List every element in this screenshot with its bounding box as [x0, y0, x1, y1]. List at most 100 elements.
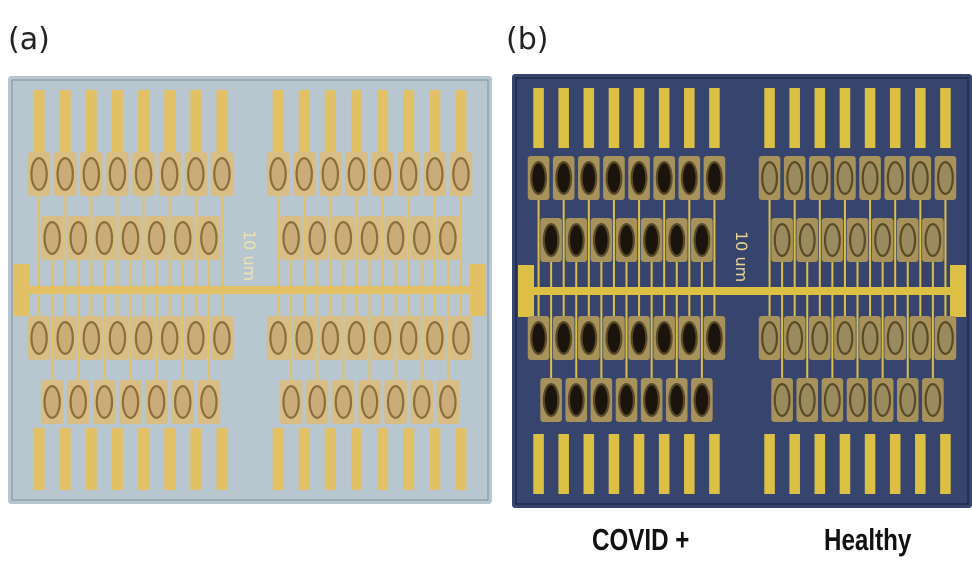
lead-top [403, 90, 415, 152]
sensor-well [874, 383, 892, 417]
sensor-well [334, 221, 353, 255]
lead-bottom [59, 428, 71, 490]
lead-bottom [839, 434, 851, 494]
sensor-well [43, 385, 61, 419]
lead-bottom [684, 434, 695, 494]
lead-top [940, 88, 951, 148]
sensor-well [373, 321, 392, 355]
sensor-well [886, 321, 904, 355]
sensor-well [82, 157, 101, 191]
sensor-well [295, 157, 313, 191]
sensor-well [269, 157, 287, 191]
sensor-well [386, 385, 405, 419]
sensor-well [761, 161, 779, 195]
sensor-well [705, 161, 723, 195]
lead-top [324, 90, 336, 152]
lead-top [583, 88, 595, 148]
sensor-well [836, 321, 854, 355]
sensor-well [295, 321, 313, 355]
sensor-well [668, 223, 686, 257]
contact-pad-right [470, 264, 486, 316]
sensor-well [861, 321, 879, 355]
sensor-well [773, 383, 791, 417]
sensor-well [798, 383, 816, 417]
sensor-well [308, 385, 326, 419]
lead-bottom [216, 428, 228, 490]
lead-bottom [111, 428, 123, 490]
sensor-well [213, 321, 231, 355]
sensor-well [282, 385, 300, 419]
lead-bottom [583, 434, 595, 494]
lead-bottom [864, 434, 876, 494]
lead-bottom [558, 434, 569, 494]
sensor-well [439, 221, 457, 255]
sensor-well [630, 161, 648, 195]
sensor-well [592, 223, 610, 257]
sensor-well [174, 385, 192, 419]
lead-top [111, 90, 123, 152]
sensor-well [911, 321, 929, 355]
sensor-well [836, 161, 854, 195]
sensor-well [924, 383, 942, 417]
sensor-well [823, 383, 841, 417]
sensor-well [95, 385, 114, 419]
sensor-well [30, 157, 48, 191]
lead-bottom [764, 434, 775, 494]
lead-bottom [298, 428, 310, 490]
lead-top [455, 90, 467, 152]
sensor-well [439, 385, 457, 419]
lead-top [298, 90, 310, 152]
sensor-well [886, 161, 904, 195]
contact-pad-left [518, 265, 534, 317]
sensor-well [580, 161, 598, 195]
sensor-well [160, 157, 179, 191]
lead-top [350, 90, 362, 152]
sensor-well [413, 221, 431, 255]
sensor-well [373, 157, 392, 191]
sensor-well [761, 321, 779, 355]
sensor-well [56, 157, 74, 191]
sensor-well [849, 383, 866, 417]
sensor-well [530, 161, 548, 195]
lead-top [85, 90, 97, 152]
lead-bottom [350, 428, 362, 490]
sensor-well [452, 157, 470, 191]
lead-bottom [324, 428, 336, 490]
sensor-well [321, 321, 340, 355]
sensor-well [655, 161, 673, 195]
lead-bottom [789, 434, 800, 494]
sensor-well [811, 321, 829, 355]
sensor-well [386, 221, 405, 255]
sensor-well [43, 221, 61, 255]
sensor-well [618, 223, 635, 257]
sensor-well [282, 221, 300, 255]
sensor-well [786, 161, 804, 195]
sensor-well [542, 383, 560, 417]
sensor-well [630, 321, 648, 355]
lead-bottom [138, 428, 150, 490]
sensor-well [347, 157, 366, 191]
common-bus-line [532, 287, 952, 295]
lead-top [684, 88, 695, 148]
sensor-well [121, 385, 140, 419]
sensor-well [452, 321, 470, 355]
sensor-well [69, 385, 87, 419]
sensor-well [618, 383, 635, 417]
sensor-well [680, 161, 698, 195]
lead-bottom [190, 428, 202, 490]
lead-top [814, 88, 826, 148]
sensor-well [399, 321, 418, 355]
lead-bottom [429, 428, 441, 490]
lead-bottom [533, 434, 544, 494]
sensor-well [147, 385, 166, 419]
sensor-well [30, 321, 48, 355]
sensor-well [874, 223, 892, 257]
caption-covid-positive: COVID + [592, 522, 690, 557]
sensor-well [643, 383, 661, 417]
sensor-well [643, 223, 661, 257]
lead-top [533, 88, 544, 148]
chip-photo-a: 10 um [8, 76, 492, 504]
sensor-well [924, 223, 942, 257]
sensor-well [798, 223, 816, 257]
sensor-well [108, 321, 127, 355]
